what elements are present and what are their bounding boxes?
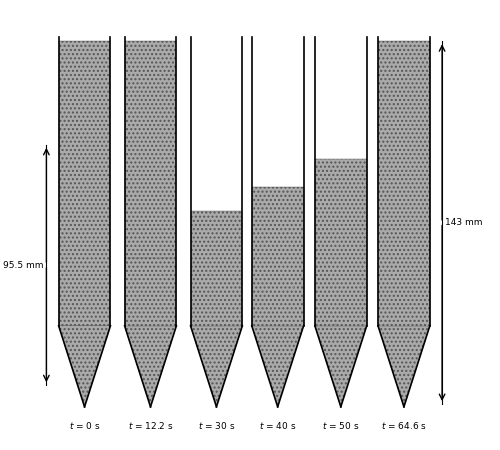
Text: $t$ = 30 s: $t$ = 30 s [198, 420, 235, 431]
Text: 95.5 mm: 95.5 mm [3, 261, 43, 270]
Text: $t$ = 64.6 s: $t$ = 64.6 s [381, 420, 427, 431]
Polygon shape [124, 258, 176, 326]
Polygon shape [58, 41, 110, 326]
Polygon shape [190, 326, 242, 406]
Point [331, 320, 339, 328]
Point [154, 253, 162, 261]
Polygon shape [378, 41, 430, 326]
Polygon shape [136, 362, 164, 406]
Polygon shape [252, 187, 304, 326]
Text: $t$ = 40 s: $t$ = 40 s [259, 420, 296, 431]
Point [206, 270, 214, 277]
Polygon shape [315, 159, 366, 326]
Polygon shape [190, 211, 242, 326]
Polygon shape [58, 326, 110, 406]
Polygon shape [124, 326, 176, 406]
Text: $t$ = 0 s: $t$ = 0 s [68, 420, 100, 431]
Text: $t$ = 12.2 s: $t$ = 12.2 s [128, 420, 173, 431]
Text: 143 mm: 143 mm [445, 218, 482, 227]
Polygon shape [252, 326, 304, 406]
Polygon shape [378, 326, 430, 406]
Polygon shape [315, 326, 366, 406]
Point [290, 284, 298, 291]
Polygon shape [124, 41, 176, 326]
Text: $t$ = 50 s: $t$ = 50 s [322, 420, 360, 431]
Polygon shape [210, 387, 223, 406]
